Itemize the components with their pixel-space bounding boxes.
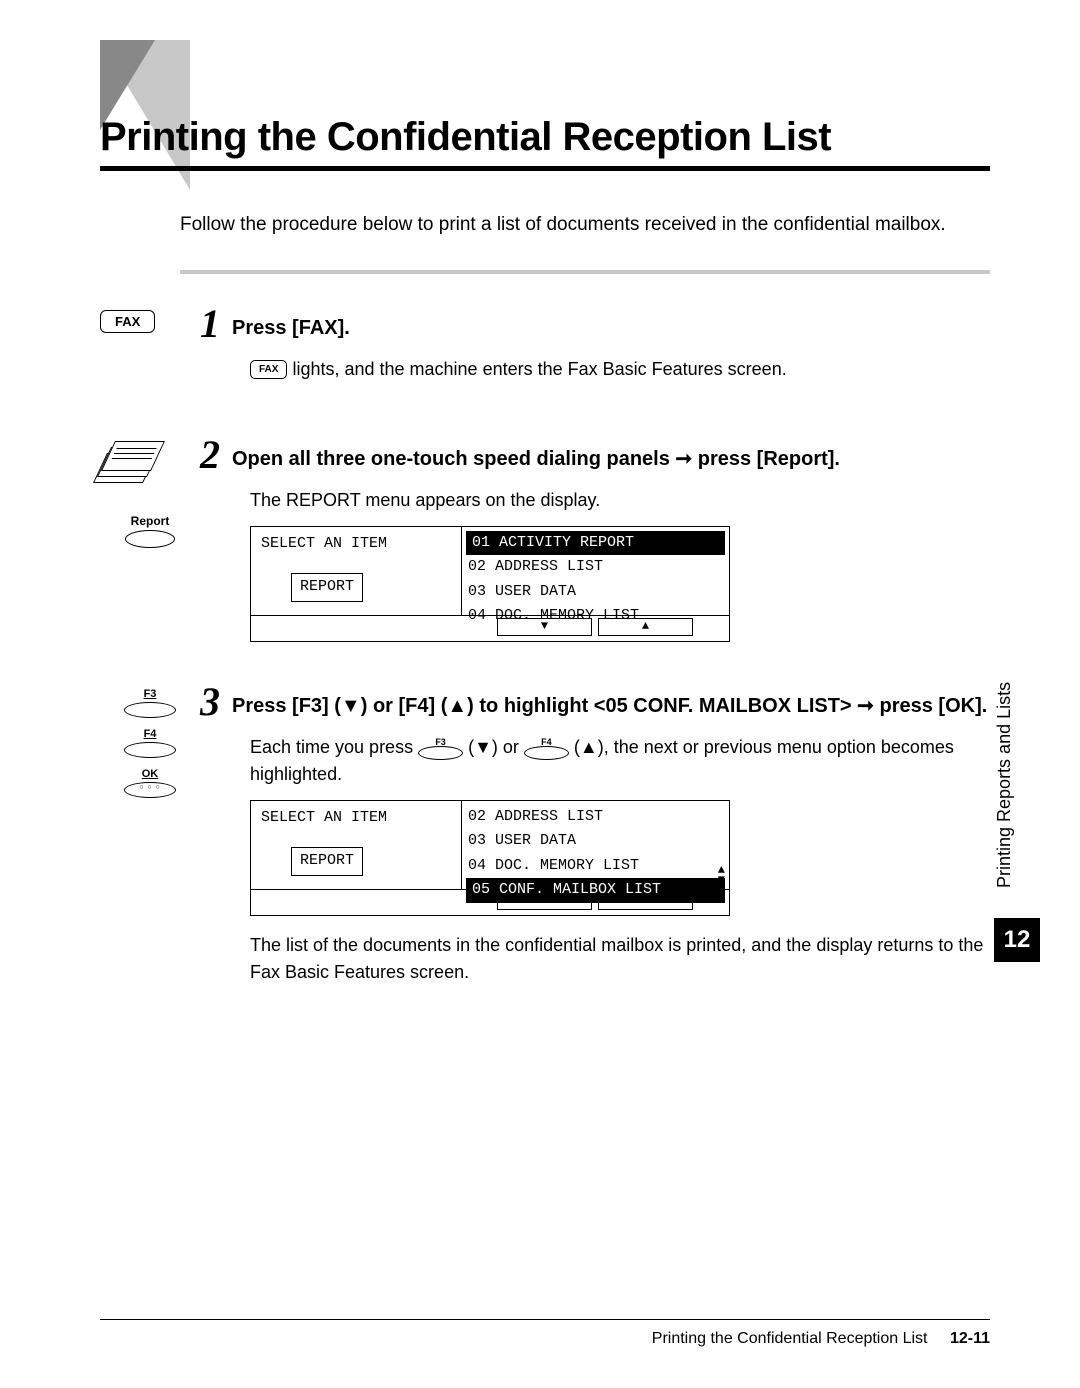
step-3: F3 F4 OK 3 Press [F3] (▼) or [F4] (▲) to… [100,682,990,998]
lcd-report-box: REPORT [291,573,363,602]
lcd-display-2: SELECT AN ITEM REPORT ▲▼ 02 ADDRESS LIST… [250,800,730,916]
step-number: 1 [200,304,220,344]
lcd-display-1: SELECT AN ITEM REPORT ▲▼ 01 ACTIVITY REP… [250,526,730,642]
footer-page-number: 12-11 [950,1330,990,1347]
side-tab-number: 12 [994,918,1040,962]
f4-inline-icon: F4 [524,740,569,756]
f4-key-icon: F4 [100,728,200,758]
scroll-indicator: ▲▼ [718,865,725,885]
report-button-icon [125,530,175,548]
step-number: 3 [200,682,220,722]
step-2: Report 2 Open all three one-touch speed … [100,435,990,642]
lcd-row: 04 DOC. MEMORY LIST [462,854,729,879]
step-1: FAX 1 Press [FAX]. FAX lights, and the m… [100,304,990,395]
scroll-indicator: ▲▼ [718,531,725,551]
f3-inline-icon: F3 [418,740,463,756]
lcd-row: 02 ADDRESS LIST [462,555,729,580]
fax-button-icon: FAX [100,310,155,333]
lcd-row: 02 ADDRESS LIST [462,805,729,830]
step-body: The REPORT menu appears on the display. [250,487,990,514]
step-body: FAX lights, and the machine enters the F… [250,356,990,383]
lcd-row: 01 ACTIVITY REPORT [466,531,725,556]
fax-chip-inline: FAX [250,360,287,379]
panel-icon [100,441,170,496]
lcd-report-box: REPORT [291,847,363,876]
step-title: Press [FAX]. [232,304,350,342]
side-tab: Printing Reports and Lists 12 [994,660,1040,962]
lcd-select-label: SELECT AN ITEM [261,533,451,556]
lcd-row: 05 CONF. MAILBOX LIST [466,878,725,903]
lcd-row: 04 DOC. MEMORY LIST [462,604,729,629]
footer-title: Printing the Confidential Reception List [652,1330,928,1347]
page-footer: Printing the Confidential Reception List… [100,1319,990,1348]
intro-text: Follow the procedure below to print a li… [180,211,990,240]
side-tab-text: Printing Reports and Lists [994,660,1015,910]
lcd-row: 03 USER DATA [462,829,729,854]
lcd-select-label: SELECT AN ITEM [261,807,451,830]
step-result-text: The list of the documents in the confide… [250,932,990,986]
step-number: 2 [200,435,220,475]
f3-key-icon: F3 [100,688,200,718]
lcd-row: 03 USER DATA [462,580,729,605]
step-title: Open all three one-touch speed dialing p… [232,435,840,473]
page-title: Printing the Confidential Reception List [100,115,990,160]
step-body: Each time you press F3 (▼) or F4 (▲), th… [250,734,990,788]
report-key-label: Report [100,514,200,528]
section-divider [180,270,990,274]
ok-key-icon: OK [100,768,200,798]
step-title: Press [F3] (▼) or [F4] (▲) to highlight … [232,682,987,720]
